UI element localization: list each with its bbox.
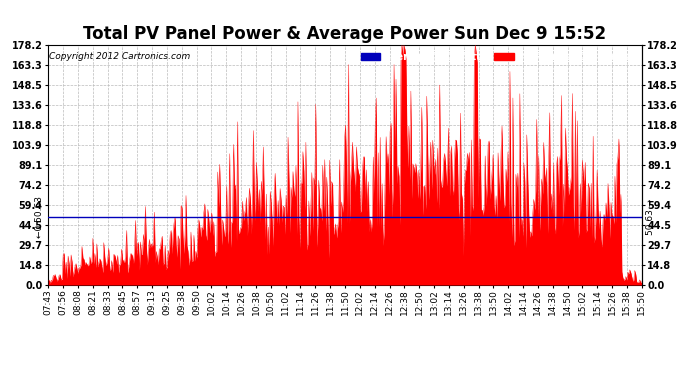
Title: Total PV Panel Power & Average Power Sun Dec 9 15:52: Total PV Panel Power & Average Power Sun… (83, 26, 607, 44)
Text: 50.63 →: 50.63 → (646, 199, 655, 235)
Text: Copyright 2012 Cartronics.com: Copyright 2012 Cartronics.com (50, 52, 190, 61)
Legend: Average (DC Watts), PV Panels (DC Watts): Average (DC Watts), PV Panels (DC Watts) (359, 50, 635, 64)
Text: ←0 50.63: ←0 50.63 (35, 196, 44, 238)
